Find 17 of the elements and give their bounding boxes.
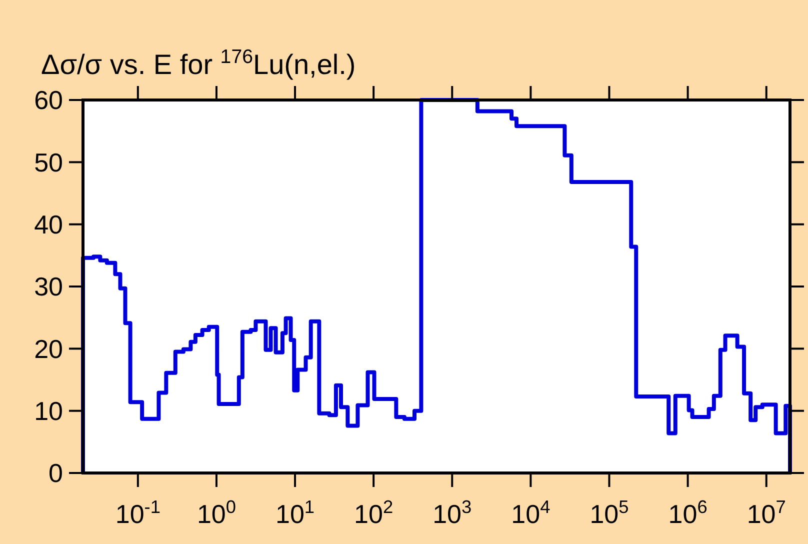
y-tick-label: 50	[34, 147, 63, 178]
x-tick-label: 10$^{-1}$	[115, 497, 160, 529]
x-tick-label: 10$^{7}$	[746, 497, 786, 529]
x-tick-label: 10$^{5}$	[590, 497, 629, 529]
y-tick-label: 40	[34, 209, 63, 240]
x-tick-label: 10$^{2}$	[354, 497, 394, 529]
y-tick-label: 30	[34, 272, 63, 302]
y-tick-label: 60	[34, 85, 63, 116]
x-tick-label: 10$^{4}$	[511, 497, 550, 529]
x-tick-label: 10$^{6}$	[668, 497, 708, 529]
x-tick-label: 10$^{1}$	[275, 497, 315, 529]
y-tick-label: 10	[34, 396, 63, 426]
x-tick-label: 10$^{0}$	[196, 497, 236, 529]
y-tick-label: 0	[48, 458, 63, 488]
chart-title: Δσ/σ vs. E for $^{176}$Lu(n,el.)	[41, 46, 356, 80]
x-tick-label: 10$^{3}$	[432, 497, 472, 529]
y-tick-label: 20	[34, 334, 63, 364]
